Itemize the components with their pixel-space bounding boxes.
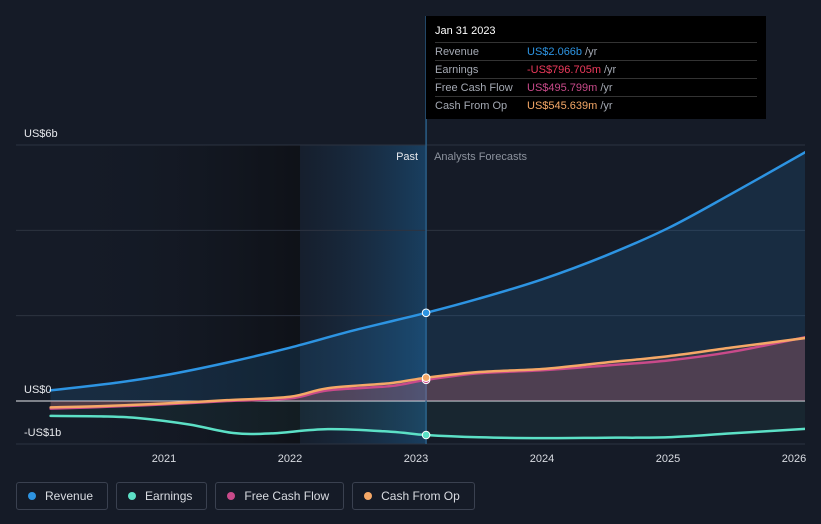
tooltip-date: Jan 31 2023 (435, 25, 496, 37)
legend-label: Earnings (145, 489, 193, 503)
tooltip-row: Earnings -US$796.705m/yr (435, 60, 757, 78)
tooltip-row: Revenue US$2.066b/yr (435, 42, 757, 60)
y-axis-label: US$0 (24, 384, 52, 396)
legend-item-earnings[interactable]: Earnings (116, 482, 208, 510)
tooltip-unit: /yr (604, 63, 617, 76)
x-tick-label: 2022 (278, 453, 302, 465)
legend-label: Free Cash Flow (244, 489, 330, 503)
legend-item-revenue[interactable]: Revenue (16, 482, 109, 510)
tooltip-value: US$495.799m (527, 81, 598, 94)
cash-from-op-area (50, 338, 805, 408)
tooltip-label: Revenue (435, 45, 480, 58)
tooltip-value: -US$796.705m (527, 63, 601, 76)
past-label: Past (396, 151, 418, 163)
free-cash-flow-area (50, 337, 805, 409)
forecast-label: Analysts Forecasts (434, 151, 527, 163)
legend-dot-icon (28, 492, 36, 500)
legend-dot-icon (364, 492, 373, 500)
cash-from-op-marker (421, 373, 431, 383)
earnings-marker (421, 430, 431, 440)
tooltip-label: Cash From Op (435, 99, 508, 112)
legend-item-cash-from-op[interactable]: Cash From Op (352, 482, 475, 510)
legend-item-free-cash-flow[interactable]: Free Cash Flow (215, 482, 345, 510)
x-tick-label: 2023 (404, 453, 428, 465)
legend-dot-icon (227, 492, 236, 500)
legend: Revenue Earnings Free Cash Flow Cash From O… (16, 482, 475, 510)
tooltip-label: Free Cash Flow (435, 81, 513, 94)
earnings-line (49, 414, 805, 440)
legend-label: Cash From Op (381, 489, 460, 503)
x-tick-label: 2026 (782, 453, 806, 465)
legend-dot-icon (128, 492, 137, 500)
tooltip-value: US$545.639m (527, 99, 598, 112)
legend-label: Revenue (45, 489, 94, 503)
y-axis-label: -US$1b (24, 427, 61, 439)
revenue-area (50, 152, 805, 401)
past-dark-band (60, 145, 300, 444)
tooltip-unit: /yr (600, 81, 613, 94)
tooltip-row: Cash From Op US$545.639m/yr (435, 96, 757, 114)
x-tick-label: 2024 (530, 453, 554, 465)
tooltip-unit: /yr (600, 99, 613, 112)
x-tick-label: 2021 (152, 453, 176, 465)
tooltip: Jan 31 2023 Revenue US$2.066b/yr Earnings -… (426, 16, 766, 119)
x-tick-label: 2025 (656, 453, 680, 465)
tooltip-unit: /yr (585, 45, 598, 58)
past-highlight-band (300, 145, 427, 444)
tooltip-value: US$2.066b (527, 45, 583, 58)
earnings-area (50, 401, 805, 439)
tooltip-label: Earnings (435, 63, 479, 76)
tooltip-row: Free Cash Flow US$495.799m/yr (435, 78, 757, 96)
cash-from-op-line (49, 336, 805, 409)
revenue-marker (421, 308, 431, 318)
y-axis-label: US$6b (24, 128, 58, 140)
